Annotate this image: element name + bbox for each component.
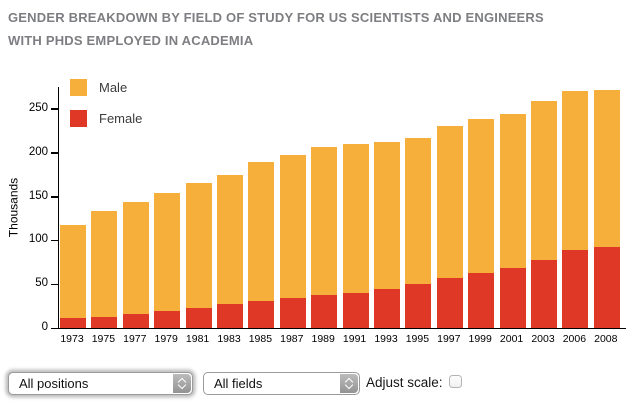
y-tick-mark (51, 283, 58, 286)
bar-female-1987 (279, 298, 306, 328)
bar-female-1973 (60, 318, 86, 328)
bar-female-1977 (122, 313, 149, 328)
female-legend-label: Female (99, 111, 143, 126)
bar-female-1995 (405, 284, 432, 328)
x-tick-label: 2008 (594, 333, 618, 345)
y-axis-title: Thousands (6, 177, 21, 238)
bar-female-2008 (593, 246, 620, 328)
bar-female-1975 (91, 316, 118, 328)
bar-female-2003 (531, 259, 557, 328)
bar-female-2001 (499, 267, 526, 328)
y-tick-label: 50 (35, 277, 48, 290)
x-tick-label: 2001 (499, 333, 524, 345)
bar-female-1979 (154, 311, 181, 328)
adjust-scale-checkbox[interactable] (449, 375, 462, 388)
bar-female-1991 (342, 292, 369, 328)
bar-male-2003 (531, 101, 557, 260)
y-tick-mark (51, 327, 58, 329)
y-tick-label: 0 (41, 321, 48, 333)
bar-male-2008 (593, 89, 620, 247)
bar-male-1973 (60, 224, 86, 319)
bar-male-1989 (311, 147, 338, 295)
y-tick-label: 150 (28, 189, 48, 202)
bar-male-1995 (405, 137, 432, 285)
bar-female-1983 (217, 304, 243, 328)
y-tick-label: 250 (28, 101, 48, 114)
x-tick-label: 1983 (217, 333, 241, 345)
x-tick-label: 2003 (531, 333, 555, 345)
bar-female-1985 (248, 300, 275, 328)
bar-male-1993 (374, 142, 400, 289)
bar-male-2006 (562, 90, 589, 251)
bar-female-1999 (468, 272, 495, 328)
bar-male-1999 (468, 118, 495, 273)
adjust-scale-label: Adjust scale: (366, 375, 443, 390)
x-tick-label: 1979 (154, 333, 178, 345)
female-legend-swatch-icon (70, 110, 87, 127)
bar-male-1983 (217, 174, 243, 305)
x-tick-label: 1981 (185, 333, 210, 345)
bar-female-1981 (185, 307, 212, 328)
male-legend-swatch-icon (70, 79, 87, 96)
x-tick-label: 1997 (437, 333, 461, 345)
y-tick-mark (51, 196, 58, 198)
plot-area (51, 87, 626, 329)
bar-male-1991 (342, 143, 369, 293)
x-tick-label: 1975 (91, 333, 116, 345)
bar-male-1997 (436, 125, 463, 279)
bar-female-1997 (436, 278, 463, 328)
positions-select[interactable]: All positions (8, 372, 193, 395)
bar-male-1977 (122, 201, 149, 314)
x-tick-label: 1993 (374, 333, 398, 345)
y-tick-label: 100 (28, 233, 48, 246)
bar-male-1981 (185, 183, 212, 308)
bar-female-1989 (311, 294, 338, 328)
x-tick-label: 1995 (405, 333, 430, 345)
x-tick-label: 1989 (311, 333, 335, 345)
select-stepper-icon (340, 374, 358, 393)
y-tick-mark (51, 152, 58, 154)
bar-female-1993 (374, 288, 400, 328)
fields-select-value: All fields (214, 376, 263, 391)
x-tick-label: 1985 (248, 333, 273, 345)
x-tick-label: 2006 (562, 333, 587, 345)
fields-select[interactable]: All fields (203, 372, 360, 395)
chart-title: GENDER BREAKDOWN BY FIELD OF STUDY FOR U… (8, 10, 544, 48)
bar-male-1975 (91, 211, 118, 317)
y-tick-mark (51, 239, 58, 242)
x-tick-label: 1991 (342, 333, 367, 345)
y-tick-label: 200 (28, 145, 48, 158)
y-tick-mark (51, 108, 58, 110)
bar-male-1985 (248, 162, 275, 301)
bar-female-2006 (562, 250, 589, 328)
male-legend-label: Male (99, 80, 128, 95)
bar-male-2001 (499, 114, 526, 268)
select-stepper-icon (173, 374, 191, 393)
bar-male-1987 (279, 155, 306, 299)
positions-select-value: All positions (19, 376, 89, 391)
x-tick-label: 1977 (123, 333, 147, 345)
x-tick-label: 1999 (468, 333, 492, 345)
x-tick-label: 1973 (60, 333, 84, 345)
x-tick-label: 1987 (280, 333, 304, 345)
bar-male-1979 (154, 193, 181, 312)
